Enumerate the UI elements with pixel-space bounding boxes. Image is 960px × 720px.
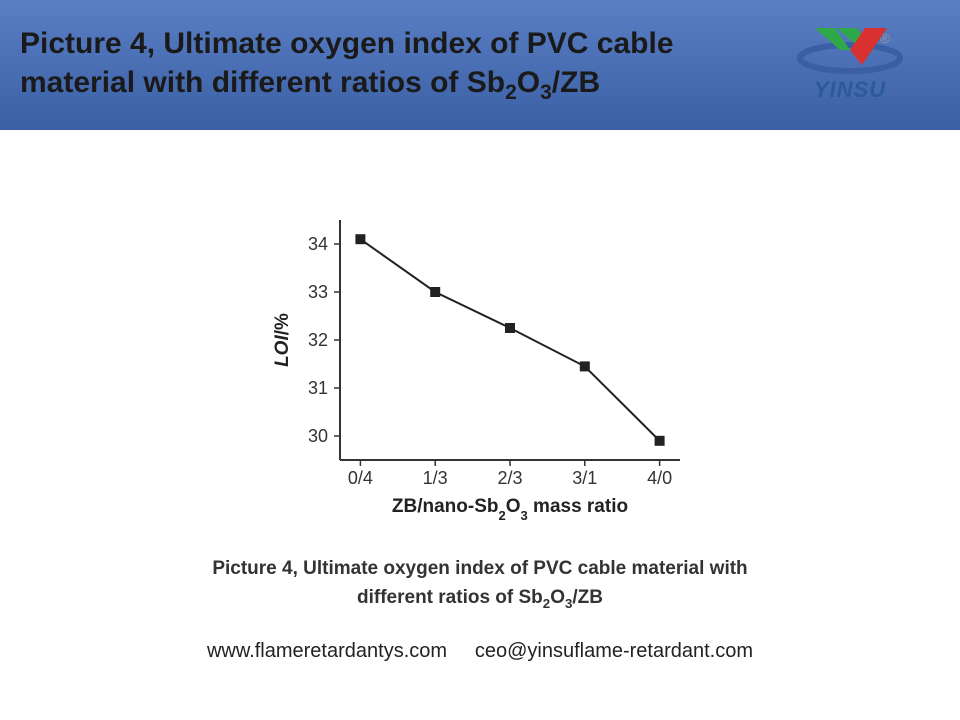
svg-text:ZB/nano-Sb2O3 mass ratio: ZB/nano-Sb2O3 mass ratio xyxy=(392,496,628,523)
svg-text:34: 34 xyxy=(308,234,328,254)
svg-text:33: 33 xyxy=(308,282,328,302)
caption-line-2-prefix: different ratios of Sb xyxy=(357,587,543,608)
svg-text:2/3: 2/3 xyxy=(497,468,522,488)
logo-icon xyxy=(795,20,905,75)
svg-text:0/4: 0/4 xyxy=(348,468,373,488)
chart-container: 30 31 32 33 34 0/4 1/3 2/3 3/1 4/0 LOI/% ZB/nano-Sb… xyxy=(260,200,700,530)
title-text-2: O xyxy=(517,66,540,99)
svg-text:3/1: 3/1 xyxy=(572,468,597,488)
svg-text:31: 31 xyxy=(308,378,328,398)
svg-text:LOI/%: LOI/% xyxy=(272,313,293,367)
title-sub-1: 2 xyxy=(505,81,517,104)
caption-suffix: /ZB xyxy=(572,587,603,608)
brand-logo: ® YINSU xyxy=(780,20,920,110)
svg-text:1/3: 1/3 xyxy=(423,468,448,488)
brand-name: YINSU xyxy=(814,77,886,103)
svg-text:4/0: 4/0 xyxy=(647,468,672,488)
line-chart: 30 31 32 33 34 0/4 1/3 2/3 3/1 4/0 LOI/% ZB/nano-Sb… xyxy=(260,200,700,530)
footer-url: www.flameretardantys.com xyxy=(207,640,447,662)
chart-caption: Picture 4, Ultimate oxygen index of PVC … xyxy=(0,555,960,613)
title-text-3: /ZB xyxy=(552,66,600,99)
header-bar: Picture 4, Ultimate oxygen index of PVC … xyxy=(0,0,960,130)
svg-text:30: 30 xyxy=(308,426,328,446)
svg-text:32: 32 xyxy=(308,330,328,350)
caption-mid: O xyxy=(550,587,565,608)
page-title: Picture 4, Ultimate oxygen index of PVC … xyxy=(20,24,700,106)
footer-email: ceo@yinsuflame-retardant.com xyxy=(475,640,753,662)
footer-contact: www.flameretardantys.com ceo@yinsuflame-… xyxy=(0,640,960,663)
title-sub-2: 3 xyxy=(540,81,552,104)
caption-line-1: Picture 4, Ultimate oxygen index of PVC … xyxy=(212,558,747,579)
